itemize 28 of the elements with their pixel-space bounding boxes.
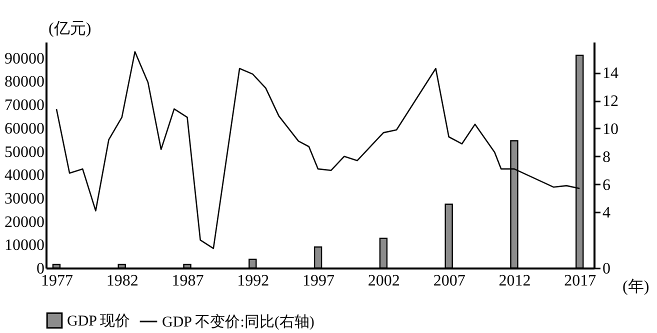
legend-label: GDP 不变价:同比(右轴)	[162, 314, 314, 330]
y-tick-label: 60000	[4, 120, 44, 138]
y-tick-label: 50000	[4, 144, 44, 161]
x-tick-label: 2002	[368, 272, 400, 290]
x-tick-label: 2007	[433, 272, 466, 290]
y-tick-label: 10000	[4, 237, 44, 254]
y-tick-label: 80000	[4, 74, 44, 91]
y-tick-label: 70000	[4, 97, 44, 114]
y2-tick-label: 6	[602, 176, 610, 194]
y2-tick-label: 4	[602, 204, 610, 222]
y2-tick-label: 14	[602, 65, 618, 82]
y-axis-title: (亿元)	[48, 20, 92, 38]
y2-tick-label: 12	[602, 93, 618, 110]
x-tick-label: 2017	[564, 272, 596, 290]
y-tick-label: 30000	[4, 190, 44, 208]
y2-tick-label: 8	[602, 148, 610, 166]
y2-tick-label: 0	[602, 260, 610, 278]
x-tick-label: 2012	[498, 272, 531, 290]
x-tick-label: 1997	[302, 272, 335, 290]
legend-label: GDP 现价	[67, 312, 130, 330]
x-tick-label: 1992	[237, 272, 270, 290]
y2-tick-label: 10	[602, 120, 618, 138]
x-axis-title: (年)	[622, 278, 650, 296]
y-tick-label: 40000	[4, 167, 44, 184]
x-tick-label: 1982	[106, 272, 138, 290]
y-tick-label: 90000	[4, 50, 44, 68]
x-tick-label: 1987	[172, 272, 204, 290]
y-tick-label: 20000	[4, 214, 44, 231]
